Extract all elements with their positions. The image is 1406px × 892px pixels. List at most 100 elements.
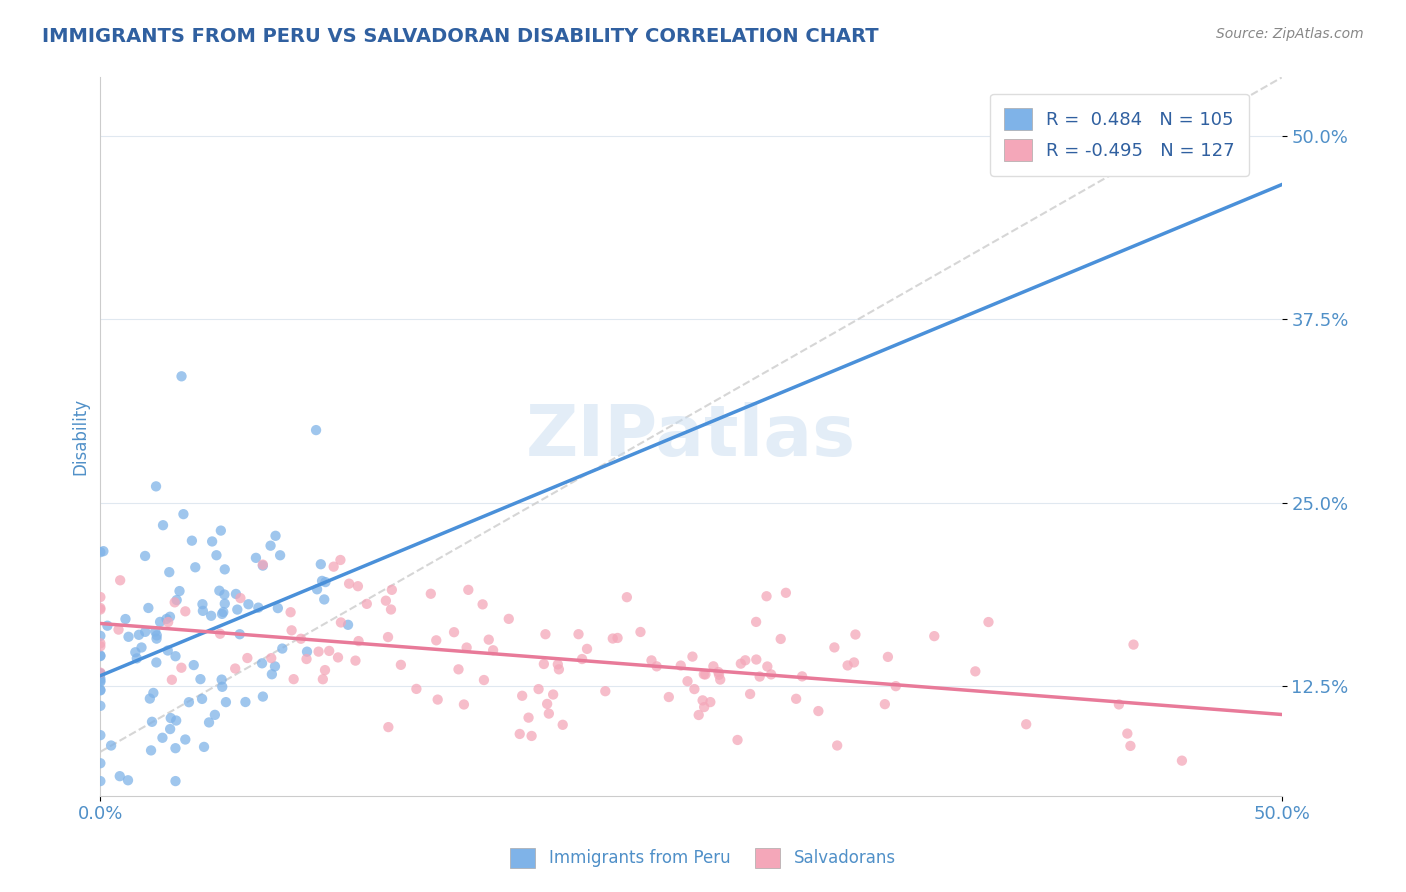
- Point: [456, 640, 478, 655]
- Point: [748, 670, 770, 684]
- Point: [785, 691, 807, 706]
- Point: [226, 602, 249, 616]
- Point: [165, 649, 187, 664]
- Point: [224, 661, 246, 675]
- Point: [307, 582, 329, 597]
- Point: [681, 649, 703, 664]
- Point: [312, 672, 335, 686]
- Point: [212, 605, 235, 619]
- Point: [149, 615, 172, 629]
- Point: [89, 629, 111, 643]
- Point: [702, 659, 724, 673]
- Point: [314, 663, 336, 677]
- Point: [425, 633, 447, 648]
- Point: [326, 650, 349, 665]
- Point: [658, 690, 681, 704]
- Point: [692, 693, 714, 707]
- Point: [877, 649, 900, 664]
- Point: [551, 718, 574, 732]
- Point: [740, 687, 762, 701]
- Point: [267, 601, 290, 615]
- Point: [252, 558, 274, 573]
- Point: [329, 615, 352, 630]
- Point: [247, 600, 270, 615]
- Point: [89, 666, 111, 681]
- Point: [356, 597, 378, 611]
- Point: [200, 608, 222, 623]
- Point: [745, 615, 768, 629]
- Point: [159, 609, 181, 624]
- Point: [707, 665, 730, 679]
- Point: [602, 632, 624, 646]
- Point: [108, 769, 131, 783]
- Point: [1108, 698, 1130, 712]
- Point: [337, 617, 360, 632]
- Point: [214, 597, 236, 611]
- Point: [128, 628, 150, 642]
- Point: [759, 667, 782, 681]
- Point: [457, 582, 479, 597]
- Point: [630, 624, 652, 639]
- Point: [873, 697, 896, 711]
- Point: [142, 686, 165, 700]
- Point: [235, 695, 257, 709]
- Point: [191, 604, 214, 618]
- Point: [844, 627, 866, 641]
- Point: [699, 695, 721, 709]
- Point: [152, 518, 174, 533]
- Point: [214, 587, 236, 601]
- Point: [236, 651, 259, 665]
- Point: [533, 657, 555, 671]
- Point: [688, 708, 710, 723]
- Point: [93, 544, 115, 558]
- Point: [837, 658, 859, 673]
- Point: [191, 597, 214, 611]
- Text: Source: ZipAtlas.com: Source: ZipAtlas.com: [1216, 27, 1364, 41]
- Point: [709, 673, 731, 687]
- Point: [89, 602, 111, 616]
- Point: [169, 584, 191, 599]
- Point: [790, 669, 813, 683]
- Point: [447, 662, 470, 676]
- Point: [498, 612, 520, 626]
- Point: [89, 649, 111, 664]
- Point: [727, 733, 749, 747]
- Point: [211, 673, 233, 687]
- Point: [89, 590, 111, 604]
- Point: [143, 624, 166, 639]
- Point: [172, 507, 194, 521]
- Point: [280, 605, 302, 619]
- Point: [337, 576, 360, 591]
- Point: [527, 682, 550, 697]
- Point: [174, 732, 197, 747]
- Point: [159, 722, 181, 736]
- Point: [283, 672, 305, 686]
- Point: [89, 666, 111, 681]
- Point: [180, 533, 202, 548]
- Point: [170, 661, 193, 675]
- Point: [89, 682, 111, 697]
- Point: [229, 627, 252, 641]
- Point: [108, 574, 131, 588]
- Text: IMMIGRANTS FROM PERU VS SALVADORAN DISABILITY CORRELATION CHART: IMMIGRANTS FROM PERU VS SALVADORAN DISAB…: [42, 27, 879, 45]
- Point: [616, 590, 638, 604]
- Point: [89, 665, 111, 680]
- Point: [842, 656, 865, 670]
- Point: [184, 560, 207, 574]
- Point: [693, 667, 716, 681]
- Point: [965, 665, 987, 679]
- Point: [141, 714, 163, 729]
- Point: [595, 684, 617, 698]
- Point: [823, 640, 845, 655]
- Point: [89, 756, 111, 771]
- Point: [117, 630, 139, 644]
- Point: [314, 575, 336, 590]
- Point: [89, 648, 111, 663]
- Legend: R =  0.484   N = 105, R = -0.495   N = 127: R = 0.484 N = 105, R = -0.495 N = 127: [990, 94, 1249, 176]
- Point: [252, 558, 274, 572]
- Point: [165, 741, 187, 756]
- Point: [1122, 638, 1144, 652]
- Point: [676, 674, 699, 689]
- Point: [537, 706, 560, 721]
- Point: [318, 644, 340, 658]
